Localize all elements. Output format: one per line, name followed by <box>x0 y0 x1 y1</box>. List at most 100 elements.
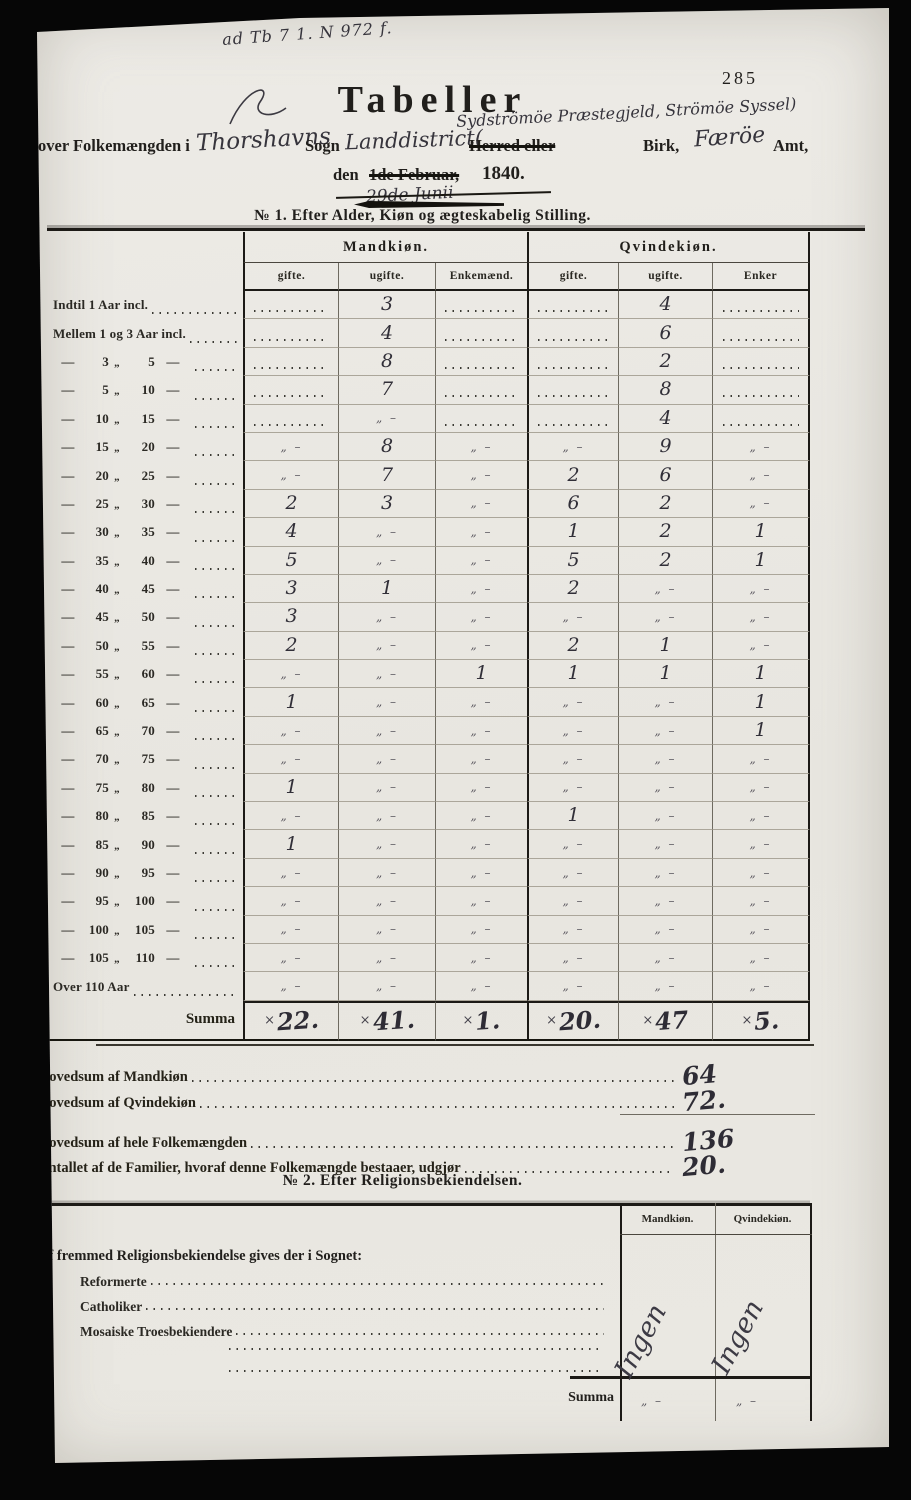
dotted-leader <box>146 1308 604 1310</box>
ditto-none-mark: „ – <box>280 723 303 738</box>
dotted-leader <box>191 1080 674 1082</box>
ditto-none-mark: „ – <box>654 922 677 937</box>
dotted-leader <box>195 880 237 883</box>
dotted-leader <box>195 795 237 798</box>
ditto-none-mark: „ – <box>562 609 585 624</box>
total-row: Hovedsum af Qvindekiøn 72. <box>38 1084 780 1117</box>
cell-qvinde-ugifte: „ – <box>618 830 712 859</box>
cell-qvinde-ugifte: „ – <box>618 716 712 746</box>
total-label: Antallet af de Familier, hvoraf denne Fo… <box>38 1160 461 1176</box>
printed-dotted-line <box>445 310 518 313</box>
cell-mand-ugifte: „ – <box>338 660 435 689</box>
cell-qvinde-enker: 1 <box>712 660 810 689</box>
total-value-handwritten: 72. <box>680 1084 727 1118</box>
printed-dotted-line <box>722 395 799 398</box>
ditto-none-mark: „ – <box>562 837 585 852</box>
cell-qvinde-enker: „ – <box>712 858 810 888</box>
ditto-none-mark: „ – <box>654 950 677 965</box>
dotted-leader <box>195 369 237 372</box>
printed-dotted-line <box>254 310 329 313</box>
cell-mand-ugifte: 4 <box>338 319 435 348</box>
cell-qvinde-gifte: „ – <box>527 943 618 973</box>
handwritten-value: 1 <box>754 719 767 742</box>
cell-mand-gifte: „ – <box>243 943 338 973</box>
ditto-none-mark: „ – <box>749 581 772 596</box>
handwritten-value: 6 <box>567 491 580 514</box>
ditto-none-mark: „ – <box>654 808 677 823</box>
cell-qvinde-gifte: „ – <box>527 887 618 916</box>
cell-qvinde-gifte: 6 <box>527 489 618 519</box>
cell-qvinde-enker: 1 <box>712 518 810 547</box>
cell-qvinde-gifte: 2 <box>527 574 618 604</box>
printed-dotted-line <box>445 338 518 341</box>
cell-mand-enkemaend <box>435 376 527 405</box>
summa-qvinde-gifte: × 20. <box>527 1000 618 1041</box>
dotted-leader <box>150 1283 604 1285</box>
age-row: —105 „ 110— „ – „ – „ – „ – „ – „ – <box>47 943 810 973</box>
cell-mand-gifte: 2 <box>243 631 338 661</box>
col-mand-gifte: gifte. <box>243 263 338 291</box>
handwritten-value: 1 <box>567 662 580 685</box>
cell-qvinde-ugifte: 2 <box>618 489 712 519</box>
ditto-none-mark: „ – <box>375 979 399 994</box>
ditto-none-mark: „ – <box>562 439 585 454</box>
ditto-none-mark: „ – <box>654 581 677 596</box>
age-row: Over 110 Aar „ – „ – „ – „ – „ – „ – <box>47 972 810 1001</box>
cell-qvinde-gifte: 2 <box>527 631 618 661</box>
cell-qvinde-gifte: „ – <box>527 745 618 774</box>
handwritten-value: 2 <box>659 520 672 543</box>
cell-mand-enkemaend: 1 <box>435 660 527 689</box>
ditto-none-mark: „ – <box>654 865 677 880</box>
summa-qvinde-ugifte: × 47 <box>618 1000 712 1041</box>
cell-qvinde-gifte: „ – <box>527 716 618 746</box>
printed-dotted-line <box>722 423 799 426</box>
cell-qvinde-enker: „ – <box>712 745 810 774</box>
col-qvinde-ugifte: ugifte. <box>618 263 712 291</box>
printed-dotted-line <box>537 423 610 426</box>
ditto-none-mark: „ – <box>654 723 677 738</box>
ditto-none-mark: „ – <box>470 808 493 823</box>
age-rows: Indtil 1 Aar incl. 3 4 Mellem 1 og 3 Aar… <box>47 291 810 1001</box>
cell-mand-enkemaend: „ – <box>435 489 527 519</box>
cell-qvinde-enker <box>712 319 810 348</box>
ditto-none-mark: „ – <box>562 922 585 937</box>
dotted-leader <box>195 624 237 627</box>
ditto-none-mark: „ – <box>749 780 772 795</box>
cell-mand-gifte: „ – <box>243 745 338 774</box>
religion-row-label: Catholiker <box>80 1299 143 1314</box>
cell-qvinde-ugifte: 4 <box>618 291 712 320</box>
religion-row: Mosaiske Troesbekiendere <box>80 1324 610 1340</box>
cell-qvinde-enker: „ – <box>712 887 810 916</box>
dotted-leader <box>251 1146 674 1148</box>
cell-mand-ugifte: „ – <box>338 745 435 774</box>
religion-row-label: Mosaiske Troesbekiendere <box>80 1324 233 1339</box>
ditto-none-mark: „ – <box>375 723 399 738</box>
cell-mand-enkemaend <box>435 319 527 348</box>
cell-qvinde-gifte: „ – <box>527 858 618 888</box>
cell-qvinde-ugifte: „ – <box>618 802 712 831</box>
ditto-none-mark: „ – <box>654 893 677 908</box>
group-header-row: Mandkiøn. Qvindekiøn. <box>47 232 810 263</box>
cell-mand-ugifte: „ – <box>338 546 435 575</box>
table2-top-rule <box>47 1203 810 1206</box>
handwritten-value: 6 <box>659 321 672 344</box>
ditto-none-mark: „ – <box>470 581 493 596</box>
total-label: Hovedsum af Qvindekiøn <box>38 1095 196 1111</box>
cell-qvinde-ugifte: 1 <box>618 631 712 661</box>
ditto-none-mark: „ – <box>470 950 493 965</box>
col-mand-ugifte: ugifte. <box>338 263 435 291</box>
cell-qvinde-gifte: 2 <box>527 461 618 490</box>
census-form-page: ad Tb 7 1. N 972 f. 285 Tabeller over Fo… <box>37 8 889 1463</box>
ditto-none-mark: „ – <box>749 950 772 965</box>
ditto-none-mark: „ – <box>470 553 493 568</box>
cell-qvinde-ugifte: 4 <box>618 404 712 433</box>
handwritten-value: 1 <box>754 690 767 713</box>
religion-summa-mand: „ – <box>641 1394 664 1408</box>
handwritten-value: 1 <box>754 548 767 571</box>
religion-col-mandkioen: Mandkiøn. <box>641 1213 694 1225</box>
age-row-label: —65 „ 70— <box>47 717 243 745</box>
religion-summa-qvinde: „ – <box>736 1394 759 1408</box>
ditto-none-mark: „ – <box>562 723 585 738</box>
dotted-leader <box>195 482 237 485</box>
age-row-label: Indtil 1 Aar incl. <box>47 291 243 319</box>
